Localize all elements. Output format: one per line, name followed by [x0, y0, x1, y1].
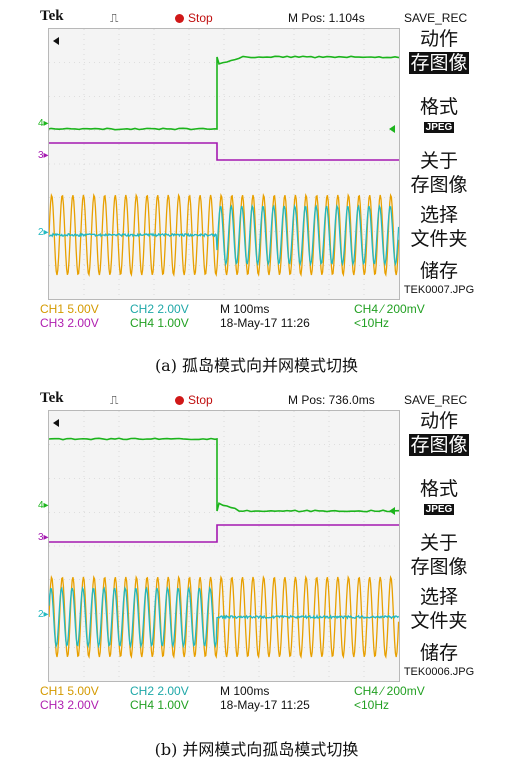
date-time: 18-May-17 11:26 — [220, 316, 310, 330]
menu-format-title[interactable]: 格式 — [400, 96, 478, 118]
ch1-scale: CH1 5.00V — [40, 302, 99, 316]
ch3-marker: 3▸ — [38, 532, 49, 543]
menu-action-title[interactable]: 动作 — [400, 410, 478, 432]
m-pos-readout: M Pos: 1.104s — [288, 11, 365, 25]
menu-file-name: TEK0006.JPG — [400, 666, 478, 678]
side-menu: 动作 存图像 格式 JPEG 关于 存图像 选择 文件夹 储存 TEK0006.… — [400, 408, 478, 680]
waveform-plot — [49, 411, 399, 681]
waveform-plot — [49, 29, 399, 299]
brand-logo: Tek — [40, 390, 64, 407]
ch1-scale: CH1 5.00V — [40, 684, 99, 698]
menu-select-line1[interactable]: 选择 — [400, 586, 478, 608]
menu-file-name: TEK0007.JPG — [400, 284, 478, 296]
ch2-marker: 2▸ — [38, 227, 49, 238]
m-pos-readout: M Pos: 736.0ms — [288, 393, 375, 407]
ch2-scale: CH2 2.00V — [130, 302, 189, 316]
trigger-pulse-icon: ⎍ — [110, 393, 118, 408]
ch4-scale: CH4 1.00V — [130, 316, 189, 330]
menu-format-value[interactable]: JPEG — [400, 122, 478, 133]
menu-select-line2[interactable]: 文件夹 — [400, 610, 478, 632]
menu-about-line2[interactable]: 存图像 — [400, 556, 478, 578]
menu-save-title[interactable]: 储存 — [400, 642, 478, 664]
menu-action-value[interactable]: 存图像 — [400, 52, 478, 74]
ch4-marker: 4▸ — [38, 118, 49, 129]
scope-top-bar: Tek ⎍ Stop M Pos: 1.104s SAVE_REC — [38, 8, 478, 28]
menu-format-value[interactable]: JPEG — [400, 504, 478, 515]
trigger-setting: CH4 ⁄ 200mV — [354, 684, 425, 698]
menu-about-line2[interactable]: 存图像 — [400, 174, 478, 196]
menu-about-line1[interactable]: 关于 — [400, 150, 478, 172]
waveform-screen — [48, 28, 400, 300]
ch4-trace — [49, 56, 399, 129]
waveform-screen — [48, 410, 400, 682]
ch3-scale: CH3 2.00V — [40, 698, 99, 712]
trigger-frequency: <10Hz — [354, 698, 389, 712]
status-bar: CH1 5.00V CH2 2.00V CH3 2.00V CH4 1.00V … — [38, 300, 478, 340]
side-menu: 动作 存图像 格式 JPEG 关于 存图像 选择 文件夹 储存 TEK0007.… — [400, 26, 478, 298]
run-state-label: Stop — [188, 11, 213, 25]
ch3-trace — [49, 525, 399, 542]
status-bar: CH1 5.00V CH2 2.00V CH3 2.00V CH4 1.00V … — [38, 682, 478, 722]
ch3-scale: CH3 2.00V — [40, 316, 99, 330]
trigger-pulse-icon: ⎍ — [110, 11, 118, 26]
trigger-position-icon — [53, 419, 59, 427]
ch3-trace — [49, 143, 399, 160]
ch2-scale: CH2 2.00V — [130, 684, 189, 698]
scope-panel-b: Tek ⎍ Stop M Pos: 736.0ms SAVE_REC 动作 存图… — [38, 390, 478, 722]
ch4-trace — [49, 438, 399, 511]
run-state-label: Stop — [188, 393, 213, 407]
trigger-position-icon — [53, 37, 59, 45]
stop-indicator-icon — [175, 14, 184, 23]
mode-label: SAVE_REC — [404, 11, 467, 25]
menu-action-value[interactable]: 存图像 — [400, 434, 478, 456]
ch3-marker: 3▸ — [38, 150, 49, 161]
menu-select-line2[interactable]: 文件夹 — [400, 228, 478, 250]
trigger-level-icon — [389, 507, 395, 515]
timebase: M 100ms — [220, 302, 269, 316]
brand-logo: Tek — [40, 8, 64, 25]
mode-label: SAVE_REC — [404, 393, 467, 407]
scope-panel-a: Tek ⎍ Stop M Pos: 1.104s SAVE_REC 动作 存图像… — [38, 8, 478, 340]
ch2-marker: 2▸ — [38, 609, 49, 620]
menu-select-line1[interactable]: 选择 — [400, 204, 478, 226]
trigger-level-icon — [389, 125, 395, 133]
menu-action-title[interactable]: 动作 — [400, 28, 478, 50]
menu-about-line1[interactable]: 关于 — [400, 532, 478, 554]
timebase: M 100ms — [220, 684, 269, 698]
caption-b: (b) 并网模式向孤岛模式切换 — [0, 736, 513, 760]
trigger-frequency: <10Hz — [354, 316, 389, 330]
ch4-scale: CH4 1.00V — [130, 698, 189, 712]
trigger-setting: CH4 ⁄ 200mV — [354, 302, 425, 316]
ch4-marker: 4▸ — [38, 500, 49, 511]
caption-a: (a) 孤岛模式向并网模式切换 — [0, 352, 513, 376]
menu-format-title[interactable]: 格式 — [400, 478, 478, 500]
menu-save-title[interactable]: 储存 — [400, 260, 478, 282]
date-time: 18-May-17 11:25 — [220, 698, 310, 712]
stop-indicator-icon — [175, 396, 184, 405]
scope-top-bar: Tek ⎍ Stop M Pos: 736.0ms SAVE_REC — [38, 390, 478, 410]
